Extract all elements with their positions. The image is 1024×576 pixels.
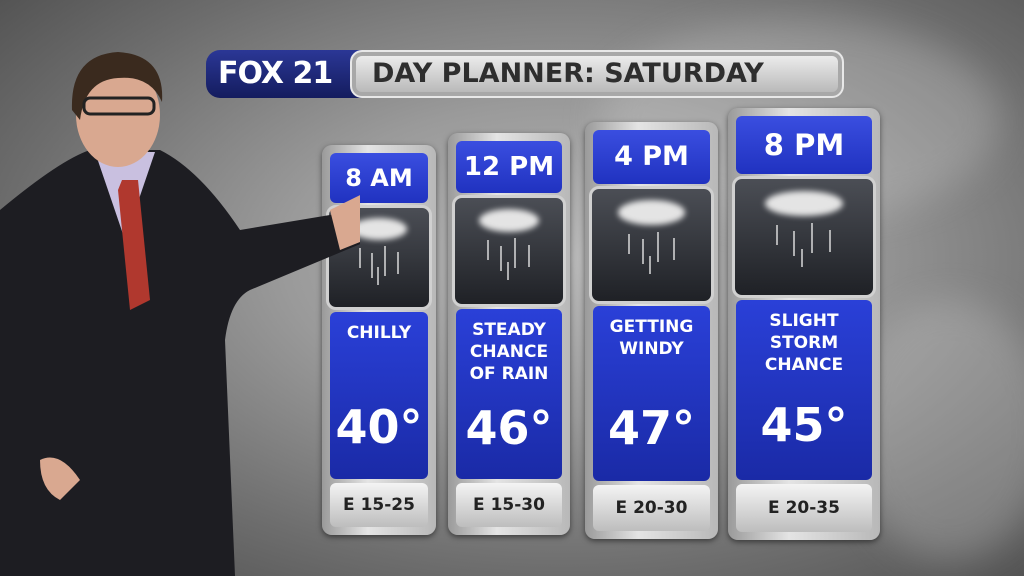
raindrop: [649, 256, 652, 275]
station-logo: FOX 21: [206, 50, 366, 98]
condition-text: CHILLY: [346, 323, 412, 343]
raindrop: [384, 245, 386, 276]
rain-cloud-icon: [589, 186, 714, 304]
temperature: 40°: [335, 400, 423, 454]
raindrop: [792, 231, 795, 257]
raindrop: [776, 225, 779, 246]
raindrop: [672, 238, 675, 261]
title-banner: FOX 21 DAY PLANNER: SATURDAY: [206, 50, 844, 98]
raindrop: [397, 251, 399, 274]
raindrop: [641, 239, 644, 265]
condition-text: SLIGHT STORM CHANCE: [764, 311, 844, 375]
raindrop: [500, 245, 503, 271]
raindrop: [627, 233, 630, 254]
temperature: 47°: [607, 401, 695, 455]
cloud: [478, 208, 540, 232]
raindrop: [377, 267, 379, 286]
forecast-card: 8 PM SLIGHT STORM CHANCE 45° E 20-35: [728, 108, 880, 540]
cloud: [351, 217, 407, 240]
wind-forecast: E 15-25: [330, 483, 428, 527]
forecast-card: 12 PM STEADY CHANCE OF RAIN 46° E 15-30: [448, 133, 570, 535]
forecast-card: 8 AM CHILLY 40° E 15-25: [322, 145, 436, 535]
page-title: DAY PLANNER: SATURDAY: [350, 50, 844, 98]
forecast-time: 8 PM: [736, 116, 872, 174]
raindrop: [810, 223, 813, 254]
condition-panel: CHILLY 40°: [330, 312, 428, 479]
presenter: [0, 52, 360, 576]
forecast-time: 4 PM: [593, 130, 710, 184]
temperature: 46°: [465, 401, 553, 455]
raindrop: [657, 231, 660, 262]
raindrop: [359, 247, 361, 268]
forecast-time: 8 AM: [330, 153, 428, 203]
rain-cloud-icon: [452, 195, 566, 307]
cloud: [765, 190, 843, 217]
wind-forecast: E 20-30: [593, 485, 710, 531]
raindrop: [371, 252, 373, 278]
cloud: [618, 200, 685, 225]
raindrop: [528, 244, 531, 267]
temperature: 45°: [760, 398, 848, 452]
condition-text: GETTING WINDY: [609, 317, 694, 359]
forecast-time: 12 PM: [456, 141, 562, 193]
rain-cloud-icon: [732, 176, 876, 298]
condition-panel: SLIGHT STORM CHANCE 45°: [736, 300, 872, 480]
condition-panel: STEADY CHANCE OF RAIN 46°: [456, 309, 562, 479]
wind-forecast: E 15-30: [456, 483, 562, 527]
condition-panel: GETTING WINDY 47°: [593, 306, 710, 481]
raindrop: [801, 248, 804, 267]
raindrop: [506, 261, 509, 280]
forecast-card: 4 PM GETTING WINDY 47° E 20-30: [585, 122, 718, 539]
raindrop: [487, 240, 490, 261]
raindrop: [514, 238, 517, 269]
condition-text: STEADY CHANCE OF RAIN: [469, 320, 549, 384]
raindrop: [828, 230, 831, 253]
wind-forecast: E 20-35: [736, 484, 872, 532]
